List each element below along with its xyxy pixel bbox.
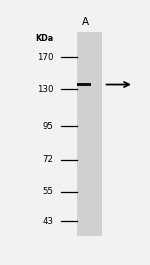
Text: 95: 95 [43, 122, 54, 131]
Bar [77, 83, 91, 86]
Bar [77, 32, 102, 236]
Text: A: A [81, 17, 88, 27]
Text: 130: 130 [37, 85, 54, 94]
Text: 55: 55 [43, 187, 54, 196]
Text: 72: 72 [43, 155, 54, 164]
Text: 170: 170 [37, 52, 54, 61]
Text: KDa: KDa [35, 34, 54, 43]
Text: 43: 43 [43, 217, 54, 226]
